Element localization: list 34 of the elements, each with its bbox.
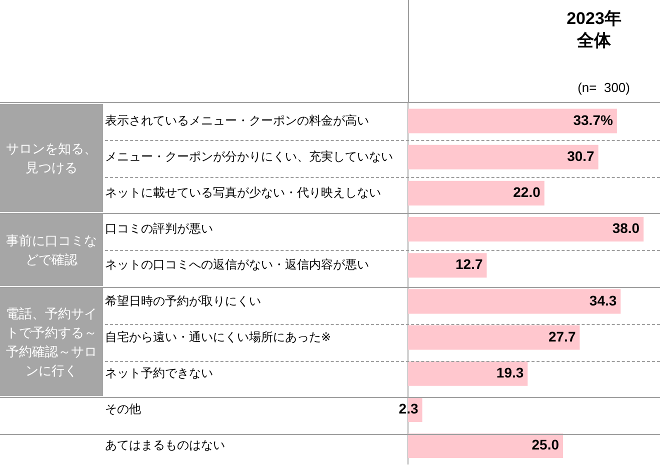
- data-label: 34.3: [589, 292, 617, 308]
- y-tick-label: ネットの口コミへの返信がない・返信内容が悪い: [105, 258, 369, 272]
- chart-title: 2023年全体: [566, 8, 622, 52]
- y-tick-label: ネットに載せている写真が少ない・代り映えしない: [105, 186, 381, 200]
- text: 事前に口コミなどで確認: [0, 214, 103, 286]
- data-label: 30.7: [567, 148, 595, 164]
- data-label: 25.0: [532, 436, 560, 453]
- bar: [408, 289, 621, 314]
- y-tick-label: 口コミの評判が悪い: [105, 222, 213, 236]
- bar: [408, 144, 598, 170]
- y-tick-label: 表示されているメニュー・クーポンの料金が高い: [105, 113, 369, 128]
- bar: [408, 433, 563, 458]
- data-label: 22.0: [513, 184, 541, 200]
- bar: [408, 108, 617, 134]
- y-tick-label: その他: [105, 402, 141, 416]
- text: 電話、予約サイトで予約する～予約確認～サロンに行く: [0, 288, 103, 396]
- bar: [408, 253, 487, 278]
- chart-subtitle: (n= 300): [578, 80, 630, 95]
- data-label: 27.7: [548, 328, 576, 344]
- data-label: 38.0: [612, 220, 640, 236]
- bar: [408, 325, 580, 350]
- data-label: 12.7: [455, 256, 483, 272]
- y-tick-label: 希望日時の予約が取りにくい: [105, 294, 261, 308]
- y-tick-label: ネット予約できない: [105, 366, 213, 380]
- y-tick-label: あてはまるものはない: [105, 438, 225, 452]
- bar: [408, 217, 644, 242]
- data-label: 2.3: [398, 400, 418, 417]
- bar: [408, 361, 528, 386]
- text: サロンを知る、見つける: [0, 104, 103, 212]
- data-label: 19.3: [496, 364, 524, 380]
- bar: [408, 180, 544, 206]
- data-label: 33.7%: [573, 112, 614, 128]
- y-tick-label: 自宅から遠い・通いにくい場所にあった※: [105, 330, 332, 344]
- y-tick-label: メニュー・クーポンが分かりにくい、充実していない: [105, 149, 393, 164]
